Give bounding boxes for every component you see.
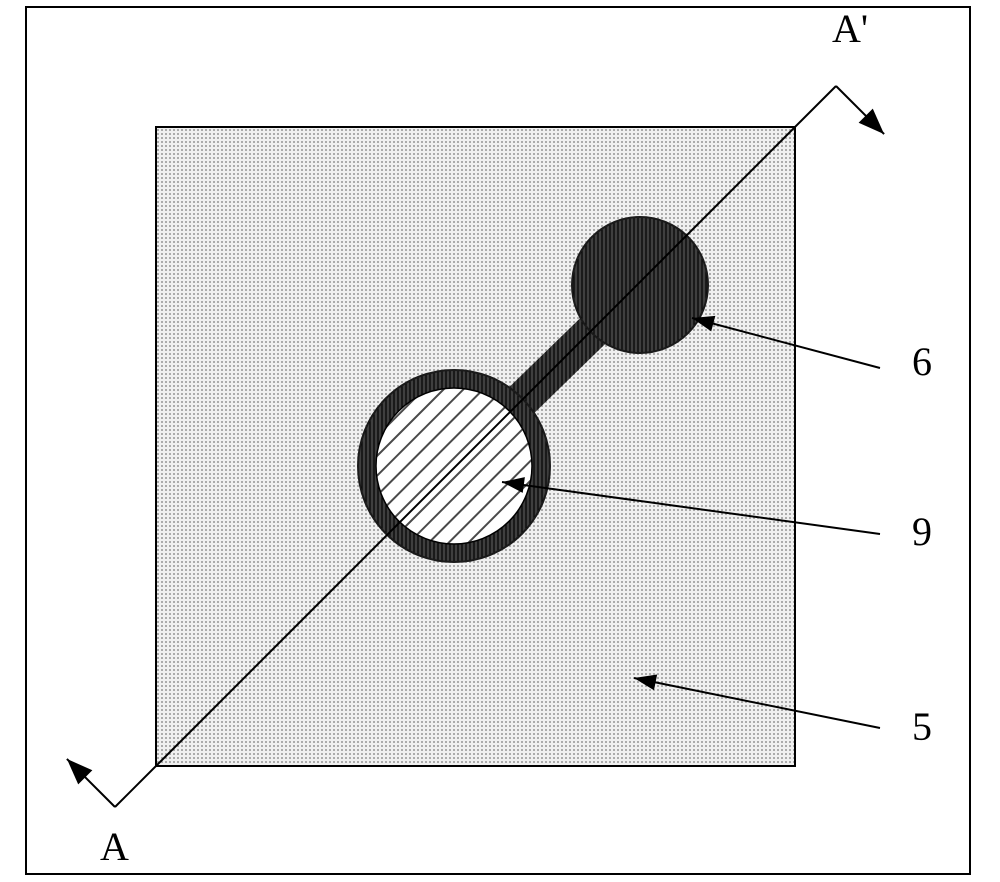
section-label-a: A (100, 824, 129, 869)
callout-label: 6 (912, 339, 932, 384)
callout-label: 9 (912, 509, 932, 554)
diagram-svg: A A' 6 9 5 (0, 0, 1000, 882)
callout-label: 5 (912, 704, 932, 749)
section-label-a-prime: A' (832, 6, 868, 51)
hatched-circle (376, 388, 532, 544)
